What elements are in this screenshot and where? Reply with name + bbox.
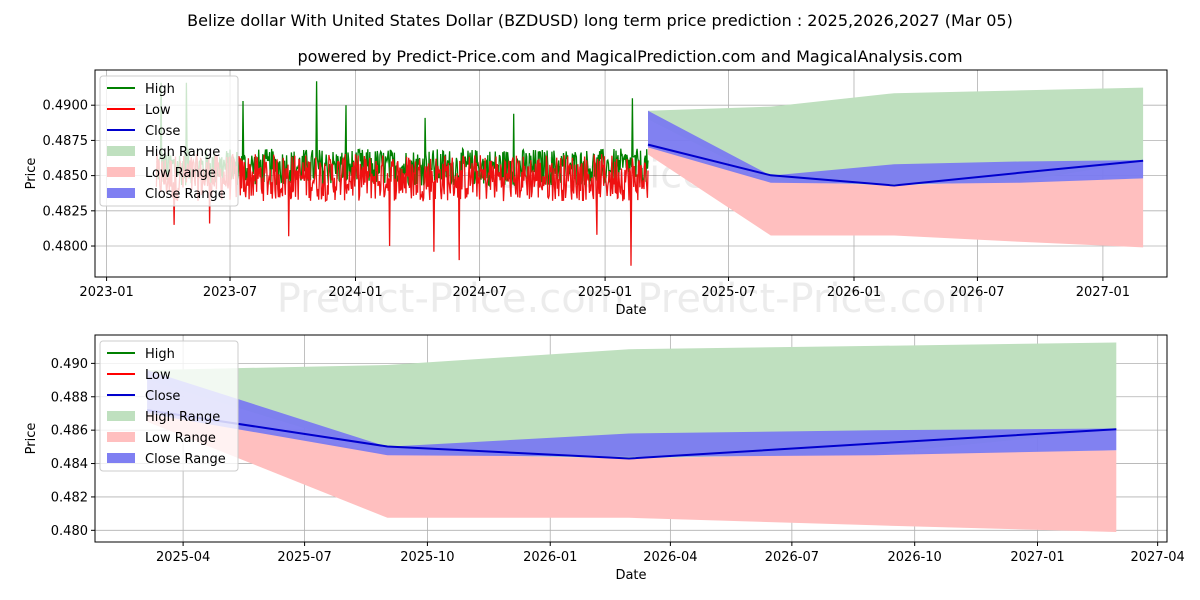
legend-label-low_range: Low Range: [145, 431, 216, 446]
x-tick-label: 2026-01: [523, 550, 577, 565]
x-tick-label: 2023-01: [79, 285, 133, 300]
x-tick-label: 2024-01: [328, 285, 382, 300]
y-tick-label: 0.484: [51, 457, 88, 472]
x-tick-label: 2027-01: [1010, 550, 1064, 565]
chart-title: Belize dollar With United States Dollar …: [187, 11, 1013, 30]
high-range-band: [648, 87, 1144, 186]
x-tick-label: 2025-07: [701, 285, 755, 300]
legend-label-high: High: [145, 82, 175, 97]
x-tick-label: 2026-01: [827, 285, 881, 300]
legend-label-low_range: Low Range: [145, 166, 216, 181]
y-tick-label: 0.490: [51, 357, 88, 372]
y-tick-label: 0.480: [51, 524, 88, 539]
x-tick-label: 2027-01: [1076, 285, 1130, 300]
y-tick-label: 0.4825: [43, 204, 89, 219]
plot-area: [155, 81, 1144, 266]
y-tick-label: 0.4875: [43, 134, 89, 149]
x-tick-label: 2027-04: [1130, 550, 1184, 565]
y-tick-label: 0.482: [51, 490, 88, 505]
axes-frame: [94, 334, 1168, 543]
legend: High Low Close High Range Low Range Close Ran…: [99, 340, 239, 472]
plot-area: [146, 342, 1117, 532]
x-tick-label: 2025-10: [400, 550, 454, 565]
low-range-band: [648, 144, 1144, 248]
legend-label-low: Low: [145, 368, 171, 383]
chart-subtitle: powered by Predict-Price.com and Magical…: [297, 47, 962, 66]
y-axis-label: Price: [24, 158, 39, 190]
legend-label-high: High: [145, 347, 175, 362]
legend-swatch-high_range: [107, 146, 135, 156]
legend-swatch-high_range: [107, 411, 135, 421]
legend: High Low Close High Range Low Range Close Ran…: [99, 75, 239, 207]
x-tick-label: 2023-07: [203, 285, 257, 300]
legend-label-close_range: Close Range: [145, 187, 226, 202]
y-tick-label: 0.4900: [43, 99, 89, 114]
close-range-band: [147, 370, 1117, 457]
legend-label-close_range: Close Range: [145, 452, 226, 467]
high-range-band: [147, 342, 1117, 459]
x-tick-label: 2025-04: [156, 550, 210, 565]
legend-swatch-low_range: [107, 167, 135, 177]
low-range-band: [147, 410, 1117, 532]
x-tick-label: 2025-01: [578, 285, 632, 300]
x-axis-label: Date: [615, 568, 646, 583]
legend-label-high_range: High Range: [145, 145, 220, 160]
close-price-series: [146, 409, 1117, 460]
y-axis-label: Price: [24, 423, 39, 455]
legend-label-close: Close: [145, 389, 180, 404]
legend-label-low: Low: [145, 103, 171, 118]
axes-frame: [94, 69, 1168, 278]
legend-swatch-low_range: [107, 432, 135, 442]
y-tick-label: 0.486: [51, 424, 88, 439]
y-tick-label: 0.4850: [43, 169, 89, 184]
close-price-series: [647, 143, 1144, 187]
y-tick-label: 0.488: [51, 390, 88, 405]
watermark-text-secondary: Predict-Price.com Predict-Price.com: [277, 276, 986, 322]
x-tick-label: 2025-07: [277, 550, 331, 565]
x-tick-label: 2026-07: [950, 285, 1004, 300]
legend-swatch-close_range: [107, 453, 135, 463]
y-tick-label: 0.4800: [43, 240, 89, 255]
legend-label-high_range: High Range: [145, 410, 220, 425]
x-tick-label: 2026-10: [888, 550, 942, 565]
x-tick-label: 2026-07: [765, 550, 819, 565]
x-tick-label: 2024-07: [452, 285, 506, 300]
x-axis-label: Date: [615, 303, 646, 318]
legend-label-close: Close: [145, 124, 180, 139]
x-tick-label: 2026-04: [643, 550, 697, 565]
close-range-band: [648, 110, 1144, 185]
legend-swatch-close_range: [107, 188, 135, 198]
